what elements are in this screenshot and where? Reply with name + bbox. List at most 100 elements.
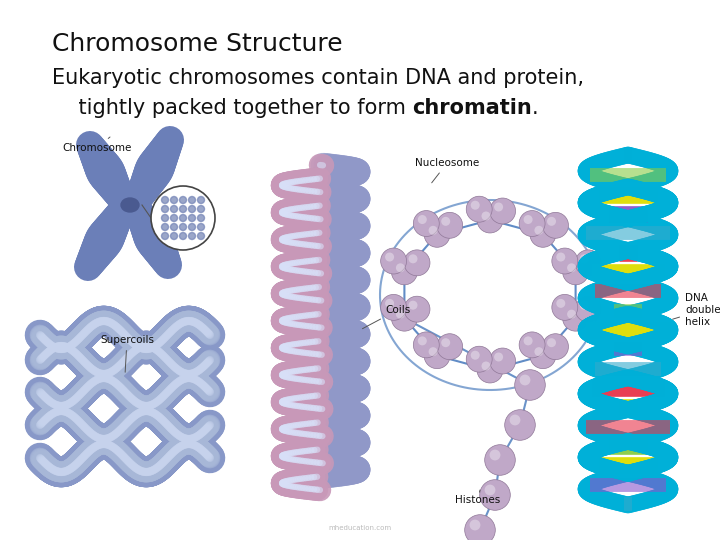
Circle shape: [567, 309, 576, 319]
Circle shape: [490, 198, 516, 224]
Circle shape: [530, 221, 556, 247]
Circle shape: [171, 197, 178, 204]
Circle shape: [482, 361, 490, 370]
Circle shape: [418, 336, 427, 346]
Text: Supercoils: Supercoils: [100, 335, 154, 372]
Text: tightly packed together to form: tightly packed together to form: [52, 98, 413, 118]
Circle shape: [408, 301, 418, 309]
Circle shape: [179, 224, 186, 231]
Circle shape: [413, 211, 439, 237]
Circle shape: [477, 207, 503, 233]
Circle shape: [515, 370, 545, 400]
Circle shape: [557, 253, 565, 261]
Circle shape: [197, 224, 204, 231]
Circle shape: [381, 248, 407, 274]
Circle shape: [530, 343, 556, 369]
Circle shape: [418, 215, 427, 224]
Circle shape: [161, 233, 168, 240]
Circle shape: [557, 299, 565, 308]
Circle shape: [428, 226, 438, 235]
Circle shape: [424, 221, 450, 247]
Circle shape: [161, 206, 168, 213]
Circle shape: [171, 233, 178, 240]
Circle shape: [464, 515, 495, 540]
Circle shape: [580, 301, 589, 309]
Text: DNA
double
helix: DNA double helix: [672, 293, 720, 327]
Circle shape: [392, 259, 418, 285]
Text: chromatin: chromatin: [413, 98, 532, 118]
Circle shape: [547, 217, 556, 226]
Circle shape: [437, 334, 463, 360]
Circle shape: [534, 347, 544, 356]
Circle shape: [179, 197, 186, 204]
Circle shape: [197, 233, 204, 240]
Text: mheducation.com: mheducation.com: [328, 525, 392, 531]
Text: Nucleosome: Nucleosome: [415, 158, 480, 183]
Circle shape: [490, 450, 500, 461]
Circle shape: [161, 224, 168, 231]
Circle shape: [437, 212, 463, 238]
Circle shape: [523, 336, 533, 346]
Text: .: .: [532, 98, 539, 118]
Circle shape: [490, 348, 516, 374]
Circle shape: [179, 214, 186, 221]
Circle shape: [575, 296, 601, 322]
Circle shape: [385, 299, 394, 308]
Circle shape: [396, 264, 405, 272]
Circle shape: [580, 254, 589, 264]
Text: Coils: Coils: [362, 305, 410, 329]
Circle shape: [482, 212, 490, 220]
Circle shape: [424, 343, 450, 369]
Circle shape: [408, 254, 418, 264]
Circle shape: [404, 250, 430, 276]
Circle shape: [505, 410, 535, 440]
Circle shape: [385, 253, 394, 261]
Circle shape: [575, 250, 601, 276]
Circle shape: [381, 294, 407, 320]
Circle shape: [161, 197, 168, 204]
Text: Chromosome Structure: Chromosome Structure: [52, 32, 343, 56]
Circle shape: [547, 338, 556, 347]
Circle shape: [477, 357, 503, 383]
Circle shape: [171, 206, 178, 213]
Circle shape: [189, 224, 196, 231]
Circle shape: [171, 224, 178, 231]
Circle shape: [428, 347, 438, 356]
Circle shape: [197, 214, 204, 221]
Circle shape: [523, 215, 533, 224]
Circle shape: [392, 305, 418, 331]
Circle shape: [562, 259, 588, 285]
Circle shape: [171, 214, 178, 221]
Circle shape: [471, 201, 480, 210]
Circle shape: [197, 206, 204, 213]
Circle shape: [480, 480, 510, 510]
Circle shape: [441, 338, 450, 347]
Circle shape: [469, 519, 480, 530]
Circle shape: [567, 264, 576, 272]
Circle shape: [562, 305, 588, 331]
Circle shape: [161, 214, 168, 221]
Text: Histones: Histones: [455, 490, 500, 505]
Circle shape: [404, 296, 430, 322]
Circle shape: [396, 309, 405, 319]
Text: Eukaryotic chromosomes contain DNA and protein,: Eukaryotic chromosomes contain DNA and p…: [52, 68, 584, 88]
Circle shape: [510, 415, 521, 426]
Circle shape: [441, 217, 450, 226]
Circle shape: [197, 197, 204, 204]
Circle shape: [552, 248, 577, 274]
Circle shape: [520, 375, 531, 386]
Circle shape: [151, 186, 215, 250]
Circle shape: [519, 211, 545, 237]
Circle shape: [189, 214, 196, 221]
Circle shape: [543, 212, 569, 238]
Circle shape: [179, 233, 186, 240]
Circle shape: [485, 484, 495, 495]
Ellipse shape: [121, 198, 139, 212]
Text: Chromosome: Chromosome: [62, 137, 131, 153]
Circle shape: [471, 350, 480, 360]
Circle shape: [543, 334, 569, 360]
Circle shape: [189, 206, 196, 213]
Circle shape: [552, 294, 577, 320]
Circle shape: [413, 332, 439, 358]
Circle shape: [467, 346, 492, 372]
